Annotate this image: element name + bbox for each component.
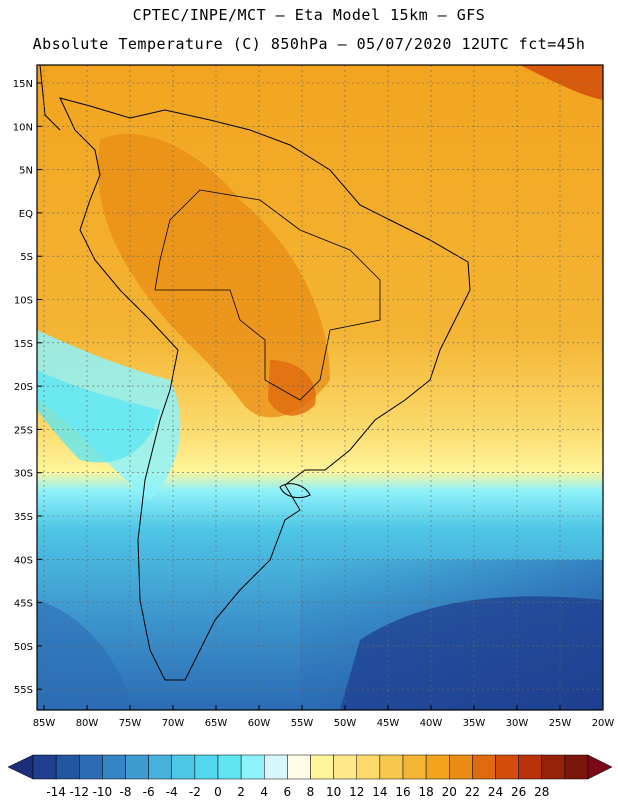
colorbar-label: 14 (372, 785, 387, 799)
colorbar-swatch (56, 755, 79, 779)
colorbar-label: 20 (442, 785, 457, 799)
colorbar-swatch (149, 755, 172, 779)
colorbar-swatch (79, 755, 102, 779)
colorbar-label: 0 (214, 785, 222, 799)
lat-label: 15S (14, 339, 33, 350)
lon-label: 70W (162, 718, 185, 729)
colorbar-swatch (426, 755, 449, 779)
colorbar (8, 755, 612, 779)
colorbar-swatch (519, 755, 542, 779)
colorbar-label: 4 (260, 785, 268, 799)
lon-label: 80W (76, 718, 99, 729)
map-figure: 15N 10N 5N EQ 5S 10S 15S 20S 25S 30S 35S 40S 45S 50S 5… (0, 0, 618, 800)
colorbar-label: -2 (189, 785, 201, 799)
lat-label: 35S (14, 512, 33, 523)
colorbar-swatch (241, 755, 264, 779)
colorbar-swatch (264, 755, 287, 779)
lon-label: 25W (549, 718, 572, 729)
lat-label: 20S (14, 382, 33, 393)
lat-label: 45S (14, 599, 33, 610)
colorbar-label: 28 (534, 785, 549, 799)
lat-label: 5N (19, 166, 33, 177)
lat-label: 30S (14, 469, 33, 480)
lon-label: 30W (506, 718, 529, 729)
colorbar-swatch (565, 755, 588, 779)
lat-label: 5S (20, 252, 33, 263)
lon-label: 55W (291, 718, 314, 729)
colorbar-swatch (172, 755, 195, 779)
colorbar-label: 2 (237, 785, 245, 799)
colorbar-swatch (496, 755, 519, 779)
lat-label: 25S (14, 425, 33, 436)
colorbar-label: -14 (46, 785, 66, 799)
lon-label: 85W (33, 718, 56, 729)
colorbar-swatch (472, 755, 495, 779)
colorbar-label: -4 (166, 785, 178, 799)
colorbar-swatch (542, 755, 565, 779)
colorbar-swatch (287, 755, 310, 779)
lat-label: 55S (14, 685, 33, 696)
colorbar-swatch (311, 755, 334, 779)
colorbar-high-arrow (588, 755, 612, 779)
colorbar-swatch (380, 755, 403, 779)
lat-label: EQ (19, 209, 33, 220)
colorbar-label: 18 (418, 785, 433, 799)
lat-label: 50S (14, 642, 33, 653)
lon-label: 35W (463, 718, 486, 729)
colorbar-label: 22 (465, 785, 480, 799)
colorbar-swatch (126, 755, 149, 779)
colorbar-low-arrow (8, 755, 33, 779)
temperature-field (37, 65, 603, 710)
colorbar-label: -12 (69, 785, 89, 799)
colorbar-swatch (334, 755, 357, 779)
colorbar-swatch (403, 755, 426, 779)
colorbar-swatch (195, 755, 218, 779)
colorbar-label: 12 (349, 785, 364, 799)
lat-label: 10N (13, 122, 33, 133)
colorbar-label: 8 (307, 785, 315, 799)
lon-label: 50W (334, 718, 357, 729)
colorbar-label: 6 (284, 785, 292, 799)
lon-label: 45W (377, 718, 400, 729)
colorbar-swatch (218, 755, 241, 779)
colorbar-label: 16 (395, 785, 410, 799)
colorbar-swatch (357, 755, 380, 779)
lat-label: 10S (14, 296, 33, 307)
colorbar-labels: -14 -12 -10 -8 -6 -4 -2 0 2 4 6 8 10 12 14 16 18 20 22 24 26… (46, 785, 549, 799)
lat-label: 15N (13, 79, 33, 90)
colorbar-label: -10 (93, 785, 113, 799)
lon-label: 60W (248, 718, 271, 729)
colorbar-label: 26 (511, 785, 526, 799)
colorbar-label: -6 (143, 785, 155, 799)
colorbar-swatch (102, 755, 125, 779)
colorbar-label: 24 (488, 785, 503, 799)
lon-label: 65W (205, 718, 228, 729)
colorbar-swatch (449, 755, 472, 779)
lon-label: 20W (592, 718, 615, 729)
colorbar-label: -8 (120, 785, 132, 799)
lat-label: 40S (14, 555, 33, 566)
lon-label: 75W (119, 718, 142, 729)
lon-label: 40W (420, 718, 443, 729)
colorbar-label: 10 (326, 785, 341, 799)
colorbar-swatch (33, 755, 56, 779)
